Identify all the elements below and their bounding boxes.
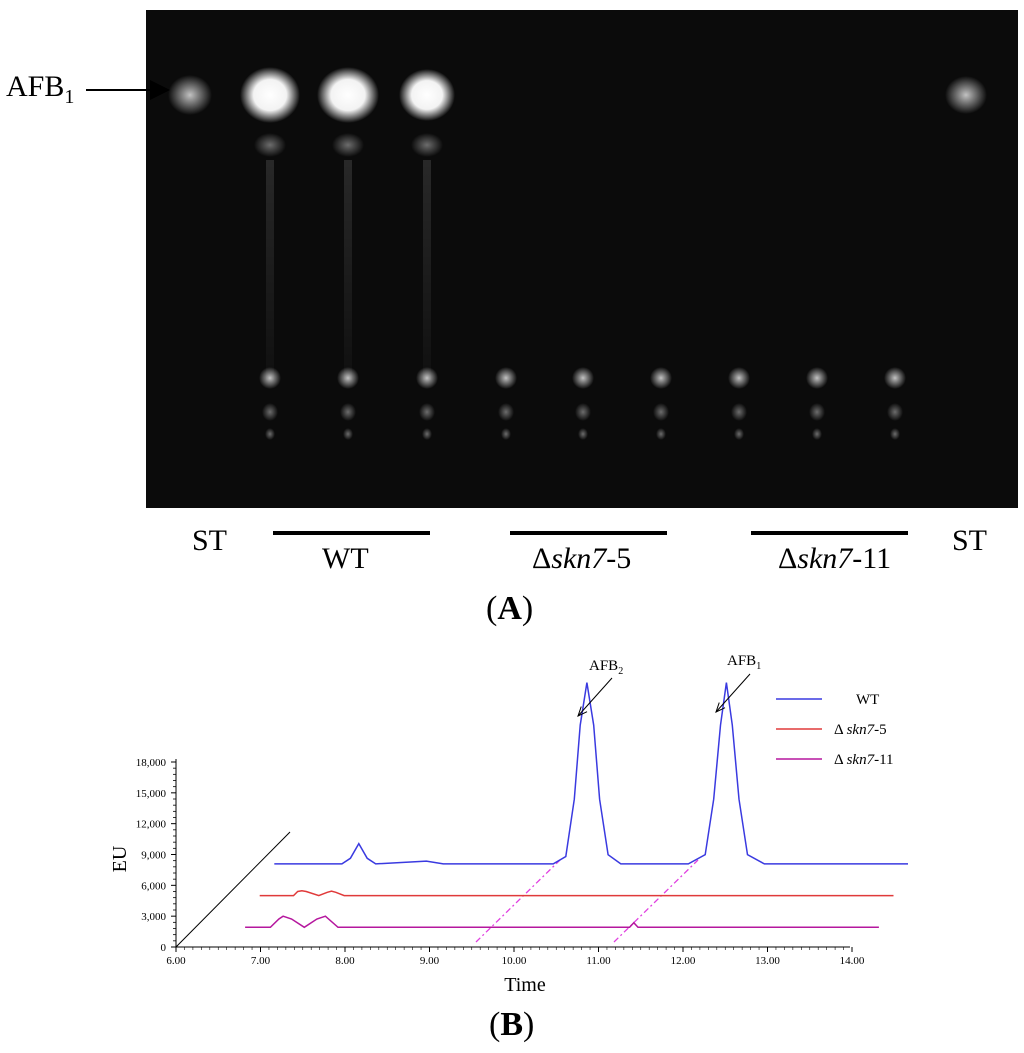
legend-label: WT [856, 692, 879, 708]
lane-smear [423, 160, 431, 380]
lower-spot [498, 403, 514, 421]
x-tick-label: 6.00 [166, 955, 186, 967]
chart-legend: WT Δ skn7-5 Δ skn7-11 [776, 692, 894, 768]
y-tick-label: 6,000 [141, 880, 166, 892]
depth-axis-line [175, 831, 291, 948]
y-axis-label: EU [109, 845, 131, 872]
lower-spot [809, 403, 825, 421]
secondary-spot [411, 133, 443, 157]
afb1-arrow-label: AFB1 [6, 70, 75, 108]
x-tick-label: 9.00 [420, 955, 440, 967]
hplc-chart: 0 3,000 6,000 9,000 12,000 15,000 18,000 6.00 7.… [109, 653, 908, 996]
lower-spot [572, 367, 594, 389]
afb1-spot [945, 76, 987, 114]
lower-spot [812, 428, 822, 440]
lane-label-wt: WT [322, 542, 369, 575]
series-line [259, 890, 894, 897]
x-tick-label: 11.00 [586, 955, 611, 967]
lower-spot [890, 428, 900, 440]
x-tick-label: 12.00 [671, 955, 696, 967]
lower-spot [884, 367, 906, 389]
lower-spot [495, 367, 517, 389]
lower-spot [887, 403, 903, 421]
x-tick-label: 10.00 [502, 955, 527, 967]
lower-spot [340, 403, 356, 421]
y-tick-label: 18,000 [136, 757, 167, 769]
afb1-spot [317, 67, 379, 123]
lower-spot [259, 367, 281, 389]
lower-spot [728, 367, 750, 389]
x-tick-label: 14.00 [840, 955, 865, 967]
lane-label-st-right: ST [952, 524, 988, 557]
x-tick-label: 13.00 [755, 955, 780, 967]
y-tick-label: 3,000 [141, 911, 166, 923]
lower-spot [265, 428, 275, 440]
peak-guide-line [475, 859, 561, 943]
lower-spot [656, 428, 666, 440]
lower-spot [337, 367, 359, 389]
x-axis-label: Time [504, 974, 546, 996]
panel-a-label: (A) [486, 590, 534, 627]
peak-guide-line [613, 859, 699, 943]
peak-arrow-head [715, 702, 726, 713]
x-tick-label: 8.00 [335, 955, 355, 967]
peak-arrow-head [577, 706, 588, 717]
lower-spot [416, 367, 438, 389]
y-tick-label: 12,000 [136, 819, 167, 831]
chart-guide-lines [475, 859, 699, 943]
afb1-spot [240, 67, 300, 123]
chart-series [245, 682, 908, 929]
secondary-spot [254, 133, 286, 157]
tlc-spots [168, 67, 987, 440]
y-tick-label: 15,000 [136, 788, 167, 800]
lane-smear [266, 160, 274, 380]
peak-arrow [715, 673, 751, 713]
afb1-spot [168, 75, 212, 115]
series-line [245, 915, 879, 929]
lower-spot [575, 403, 591, 421]
lower-spot [422, 428, 432, 440]
lower-spot [653, 403, 669, 421]
chart-annotations: AFB2 AFB1 [577, 653, 761, 717]
lower-spot [419, 403, 435, 421]
lane-label-skn7-5: Δskn7-5 [532, 542, 632, 575]
tlc-plate-panel [86, 10, 1018, 535]
lower-spot [343, 428, 353, 440]
legend-label: Δ skn7-5 [834, 722, 887, 738]
series-line [274, 682, 908, 865]
peak-label: AFB2 [589, 658, 623, 677]
lower-spot [806, 367, 828, 389]
lower-spot [501, 428, 511, 440]
x-tick-label: 7.00 [251, 955, 271, 967]
lane-smear [344, 160, 352, 380]
chart-axes: 0 3,000 6,000 9,000 12,000 15,000 18,000 6.00 7.… [136, 757, 865, 967]
lower-spot [650, 367, 672, 389]
peak-label: AFB1 [727, 653, 761, 672]
afb1-spot [399, 69, 455, 121]
lower-spot [734, 428, 744, 440]
y-tick-label: 0 [161, 942, 167, 954]
y-tick-label: 9,000 [141, 850, 166, 862]
secondary-spot [332, 133, 364, 157]
peak-arrow [577, 677, 613, 717]
lower-spot [731, 403, 747, 421]
lower-spot [578, 428, 588, 440]
lane-label-skn7-11: Δskn7-11 [778, 542, 892, 575]
lane-label-st-left: ST [192, 524, 228, 557]
panel-b-label: (B) [489, 1006, 535, 1043]
lower-spot [262, 403, 278, 421]
legend-label: Δ skn7-11 [834, 752, 894, 768]
